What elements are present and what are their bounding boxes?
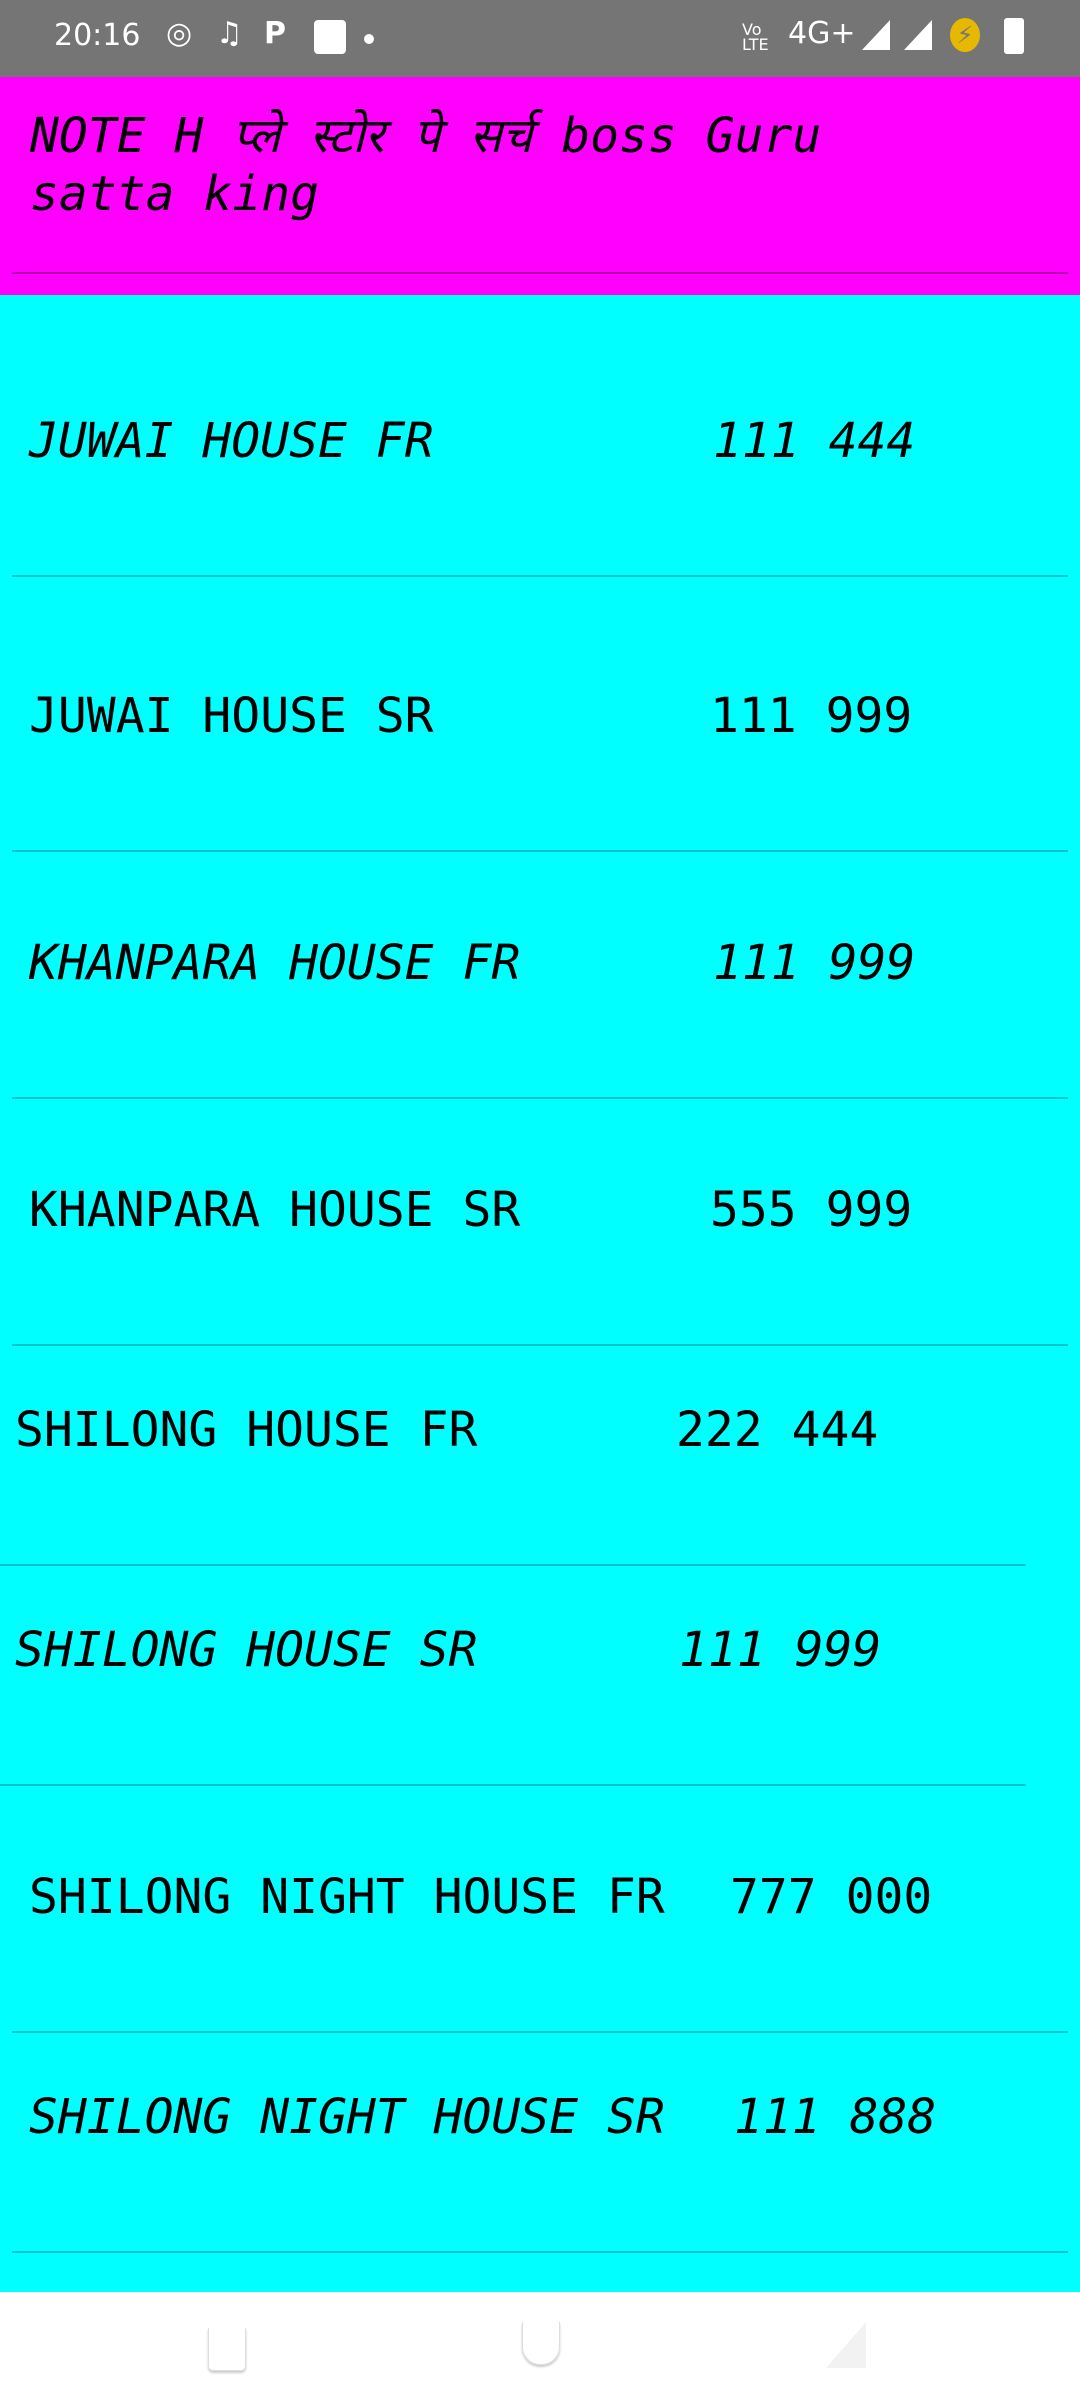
network-type: 4G+ xyxy=(788,16,856,51)
divider xyxy=(0,1564,1026,1566)
game-result: 555 999 xyxy=(710,1182,913,1238)
game-name: JUWAI HOUSE FR xyxy=(29,413,434,469)
results-list: JUWAI HOUSE FR 111 444 JUWAI HOUSE SR 11… xyxy=(0,295,1080,2292)
game-result: 222 444 xyxy=(676,1402,879,1458)
signal-icon xyxy=(904,20,932,50)
game-name: SHILONG NIGHT HOUSE FR xyxy=(29,1869,665,1925)
status-bar: 20:16 ◎ ♫ P Vo LTE 4G+ ⚡ xyxy=(0,0,1080,77)
game-result: 111 444 xyxy=(713,413,916,469)
dot-icon xyxy=(364,34,374,44)
notice-banner: NOTE H प्ले स्टोर पे सर्च boss Guru satt… xyxy=(0,77,1080,295)
divider xyxy=(12,1097,1068,1099)
paytm-icon: P xyxy=(264,16,286,51)
volte-icon: Vo LTE xyxy=(742,20,769,54)
divider xyxy=(12,272,1068,274)
home-button[interactable] xyxy=(522,2322,560,2365)
game-name: KHANPARA HOUSE FR xyxy=(29,935,521,991)
battery-saver-icon: ⚡ xyxy=(950,18,980,52)
battery-icon xyxy=(1004,18,1024,54)
game-name: SHILONG HOUSE SR xyxy=(15,1622,478,1678)
game-result: 111 999 xyxy=(713,935,916,991)
game-result: 777 000 xyxy=(730,1869,933,1925)
status-time: 20:16 xyxy=(54,18,141,53)
notice-text: NOTE H प्ले स्टोर पे सर्च boss Guru satt… xyxy=(30,108,822,222)
recent-apps-button[interactable] xyxy=(208,2328,246,2371)
back-button[interactable] xyxy=(826,2322,866,2368)
divider xyxy=(12,575,1068,577)
shopping-bag-icon xyxy=(314,20,346,54)
music-icon: ♫ xyxy=(216,16,243,51)
game-name: JUWAI HOUSE SR xyxy=(29,688,434,744)
game-name: SHILONG NIGHT HOUSE SR xyxy=(29,2089,665,2145)
game-result: 111 999 xyxy=(710,688,913,744)
game-name: KHANPARA HOUSE SR xyxy=(29,1182,521,1238)
whatsapp-icon: ◎ xyxy=(166,16,193,51)
navigation-bar xyxy=(0,2292,1080,2408)
game-name: SHILONG HOUSE FR xyxy=(15,1402,478,1458)
game-result: 111 888 xyxy=(734,2089,937,2145)
divider xyxy=(12,2251,1068,2253)
divider xyxy=(0,1784,1026,1786)
divider xyxy=(12,2031,1068,2033)
divider xyxy=(12,850,1068,852)
signal-icon xyxy=(862,20,890,50)
game-result: 111 999 xyxy=(679,1622,882,1678)
divider xyxy=(12,1344,1068,1346)
